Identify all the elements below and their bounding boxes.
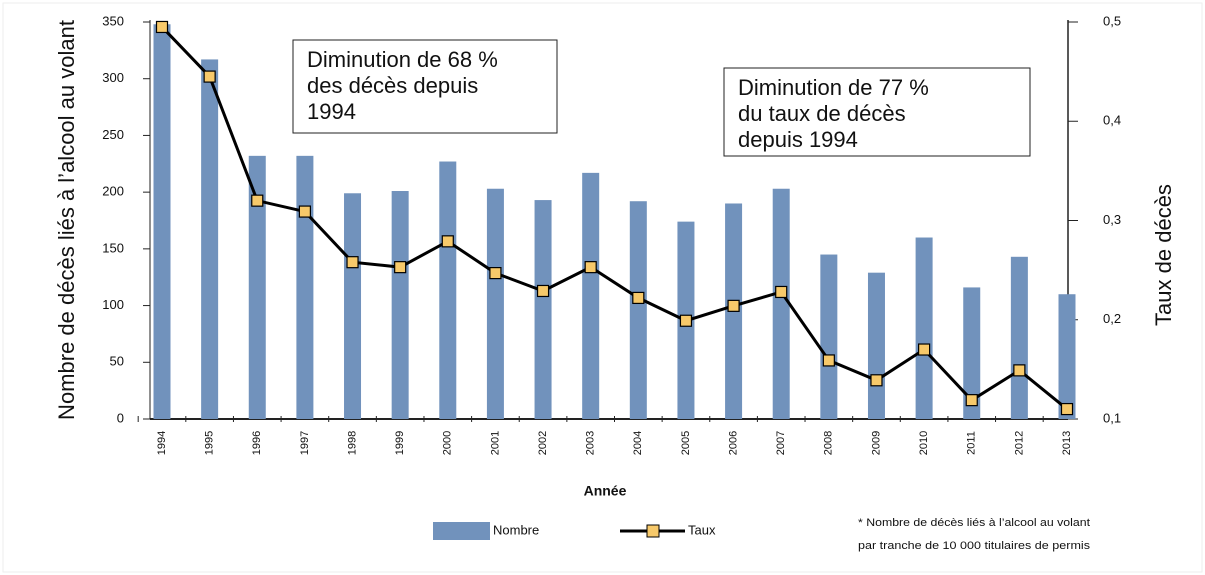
y-tick-label: 300 <box>102 70 124 85</box>
x-tick-label: 1999 <box>394 431 406 455</box>
x-tick-label: 2007 <box>775 431 787 455</box>
legend-swatch <box>433 522 490 540</box>
bar <box>391 191 409 419</box>
annotation-text: depuis 1994 <box>738 127 858 152</box>
x-tick-label: 1995 <box>204 431 216 455</box>
rate-marker <box>727 299 740 312</box>
rate-marker <box>584 261 597 274</box>
y-tick-label: 150 <box>102 240 124 255</box>
rate-marker <box>775 285 788 299</box>
bar <box>486 188 504 419</box>
annotation-text: Diminution de 68 % <box>307 47 498 72</box>
x-tick-label: 2011 <box>966 431 978 455</box>
y2-tick-label: 0,2 <box>1103 311 1121 326</box>
annotation-text: Diminution de 77 % <box>738 75 929 100</box>
x-tick-label: 2013 <box>1061 431 1073 455</box>
annotation-box <box>723 67 1031 157</box>
rate-marker <box>632 291 645 305</box>
bar <box>629 201 647 419</box>
rate-marker <box>822 354 835 367</box>
x-tick-label: 2008 <box>823 431 835 455</box>
x-tick-label: 2002 <box>537 431 549 455</box>
bar <box>248 155 266 420</box>
y2-tick-label: 0,5 <box>1103 13 1121 28</box>
bar <box>534 200 552 419</box>
x-tick-label: 2006 <box>727 431 739 455</box>
bar <box>820 254 838 419</box>
y-tick-label: 50 <box>110 354 124 369</box>
legend-marker <box>646 524 660 538</box>
legend-label: Nombre <box>493 522 539 537</box>
x-tick-label: 1994 <box>156 431 168 455</box>
y-tick-label: 100 <box>102 297 124 312</box>
x-tick-label: 2003 <box>585 431 597 455</box>
rate-marker <box>965 394 978 407</box>
footnote: * Nombre de décès liés à l’alcool au vol… <box>858 517 1090 529</box>
rate-marker <box>1013 364 1026 377</box>
y2-tick-label: 0,4 <box>1103 113 1121 128</box>
y-tick-label: 200 <box>102 184 124 199</box>
annotation-text: du taux de décès <box>738 101 906 126</box>
x-tick-label: 2005 <box>680 431 692 455</box>
rate-marker <box>298 205 311 218</box>
annotation-box <box>292 39 558 134</box>
bar <box>439 161 457 419</box>
y-tick-label: 250 <box>102 127 124 142</box>
rate-marker <box>870 374 883 387</box>
rate-marker <box>918 343 931 356</box>
rate-marker <box>203 70 216 83</box>
bar <box>296 155 314 420</box>
x-tick-label: 1996 <box>251 431 263 455</box>
x-tick-label: 2012 <box>1013 431 1025 455</box>
bar <box>344 193 362 419</box>
x-tick-label: 1997 <box>299 431 311 455</box>
x-tick-label: 2004 <box>632 431 644 455</box>
rate-marker <box>441 235 454 248</box>
rate-marker <box>346 256 359 269</box>
bar <box>963 287 981 419</box>
rate-marker <box>155 20 169 34</box>
bar <box>915 237 933 419</box>
bar <box>201 59 219 419</box>
y-tick-label: 350 <box>102 13 124 28</box>
x-tick-label: 2000 <box>442 431 454 455</box>
bar <box>867 272 885 419</box>
y2-axis-label: Taux de décès <box>1151 184 1176 326</box>
rate-marker <box>679 314 693 327</box>
rate-marker <box>536 284 550 298</box>
x-tick-label: 2010 <box>918 431 930 455</box>
bar <box>1058 294 1076 419</box>
rate-marker <box>1060 402 1074 416</box>
y-axis-label: Nombre de décès liés à l’alcool au volan… <box>54 20 79 420</box>
x-tick-label: 2009 <box>870 431 882 455</box>
y2-tick-label: 0,3 <box>1103 212 1121 227</box>
x-tick-label: 1998 <box>346 431 358 455</box>
bar <box>772 188 790 419</box>
bar <box>1010 256 1028 419</box>
y-tick-label: 0 <box>117 410 124 425</box>
rate-marker <box>251 194 264 207</box>
rate-line <box>160 25 1068 411</box>
x-axis-label: Année <box>584 483 627 499</box>
annotation-text: 1994 <box>307 99 356 124</box>
footnote: par tranche de 10 000 titulaires de perm… <box>858 540 1091 552</box>
legend-label: Taux <box>688 522 716 537</box>
x-tick-label: 2001 <box>489 431 501 455</box>
bar <box>153 24 171 419</box>
bar <box>582 172 600 419</box>
rate-marker <box>394 261 407 274</box>
y2-tick-label: 0,1 <box>1103 410 1121 425</box>
rate-marker <box>489 267 502 280</box>
annotation-text: des décès depuis <box>307 73 478 98</box>
